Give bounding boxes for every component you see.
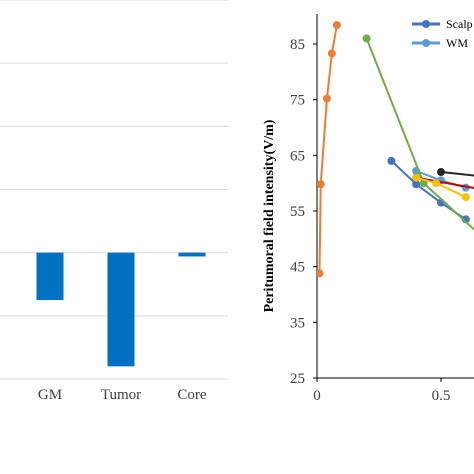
line-chart: 25 35 45 55 65 75 85 0 0.5 Peritumoral field inte… [262,14,474,404]
series-line [318,24,338,274]
series-line [365,38,474,231]
data-point [412,180,421,189]
y-tick-label: 45 [290,260,305,276]
bar-core [178,252,206,257]
y-tick-label: 75 [290,93,305,109]
data-point [387,156,396,165]
x-tick-label: 0.5 [432,388,451,404]
bar-chart: GM Tumor Core [0,0,228,403]
legend-label: Scalp [446,17,473,31]
x-tick-label: Core [177,387,207,403]
data-point [327,49,336,58]
x-tick-label: Tumor [101,387,141,403]
y-tick-label: 65 [290,148,305,164]
data-point [332,21,341,30]
series-line [440,171,474,177]
legend-marker [422,39,430,47]
data-point [437,168,445,177]
y-tick-label: 25 [290,371,305,387]
data-point [412,173,421,182]
data-point [317,269,324,278]
bar-tumor [107,252,135,367]
legend-label: WM [446,36,468,50]
y-tick-label: 55 [290,204,305,220]
data-point [432,179,441,188]
y-tick-label: 85 [290,37,305,53]
y-axis-label: Peritumoral field intensity(V/m) [262,119,277,312]
plot-area [317,21,474,278]
data-point [461,193,470,202]
series-2 [317,21,341,278]
data-point [322,94,331,103]
legend-marker [422,20,430,28]
series-6 [437,168,474,177]
x-tick-label: GM [38,387,62,403]
y-tick-label: 35 [290,315,305,331]
series-line [416,176,474,189]
legend: Scalp WM [412,17,473,50]
series-5 [412,173,470,202]
data-point [317,180,325,189]
bar-gm [36,252,64,301]
data-point [362,34,371,43]
series-3 [362,34,474,231]
x-tick-label: 0 [313,388,321,404]
